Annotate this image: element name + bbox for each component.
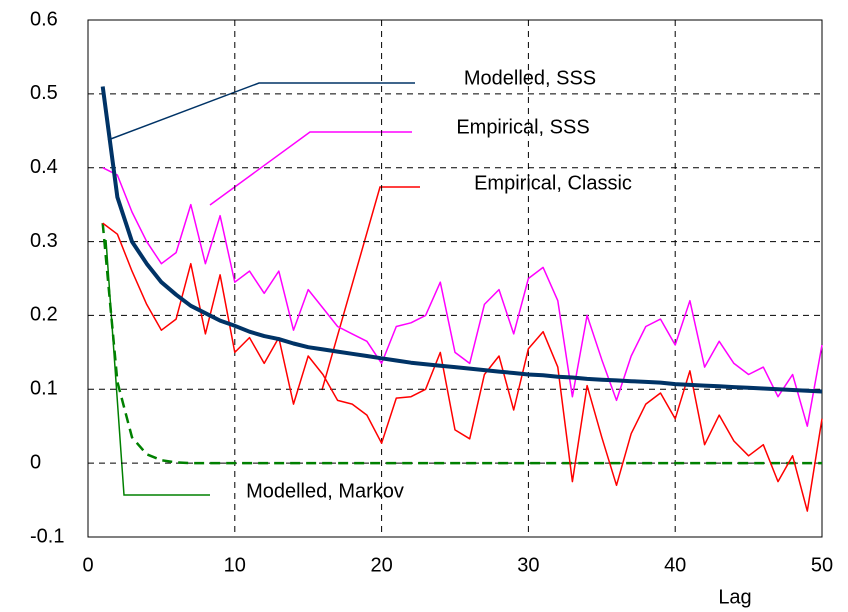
y-tick-label: 0.1 bbox=[30, 378, 58, 400]
x-tick-label: 50 bbox=[811, 554, 833, 576]
callout-label: Empirical, Classic bbox=[474, 172, 632, 194]
callout-leader bbox=[321, 186, 420, 391]
y-tick-label: 0.5 bbox=[30, 82, 58, 104]
y-tick-label: -0.1 bbox=[30, 525, 64, 547]
plot-area bbox=[87, 19, 823, 538]
x-tick-label: 40 bbox=[664, 554, 686, 576]
callout-leader bbox=[209, 131, 412, 206]
y-tick-label: 0.3 bbox=[30, 230, 58, 252]
y-tick-label: 0.6 bbox=[30, 8, 58, 30]
y-tick-label: 0.2 bbox=[30, 304, 58, 326]
x-tick-label: 20 bbox=[370, 554, 392, 576]
callout-label: Modelled, SSS bbox=[464, 67, 596, 89]
callout-label: Modelled, Markov bbox=[246, 480, 404, 502]
y-tick-label: 0.4 bbox=[30, 156, 58, 178]
series-line bbox=[100, 86, 823, 394]
callout-leader bbox=[107, 82, 415, 141]
x-axis-label: Lag bbox=[718, 586, 751, 608]
x-tick-label: 10 bbox=[224, 554, 246, 576]
x-tick-label: 0 bbox=[82, 554, 93, 576]
callout-label: Empirical, SSS bbox=[456, 116, 589, 138]
x-tick-label: 30 bbox=[517, 554, 539, 576]
series-line bbox=[102, 222, 823, 512]
y-tick-label: 0 bbox=[30, 451, 41, 473]
series-line bbox=[102, 167, 823, 427]
